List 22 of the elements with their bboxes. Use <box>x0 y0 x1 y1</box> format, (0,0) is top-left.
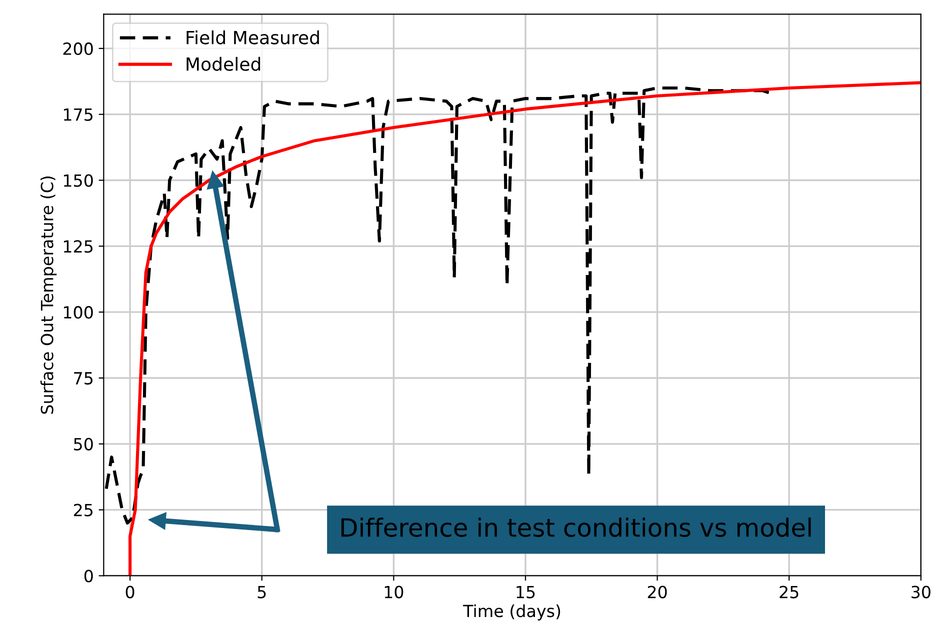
y-tick-label: 200 <box>63 42 93 56</box>
y-tick-label: 50 <box>74 438 93 450</box>
y-tick-label: 125 <box>64 240 92 253</box>
x-tick-label: 20 <box>648 586 667 598</box>
x-tick-label: 30 <box>912 586 930 598</box>
x-axis-title: Time (days) <box>463 604 560 620</box>
x-tick-label: 0 <box>126 586 134 598</box>
y-axis-title: Surface Out Temperature (C) <box>40 176 57 414</box>
line-series <box>128 81 921 576</box>
x-tick-label: 25 <box>780 586 798 598</box>
annotation: Difference in test conditions vs model <box>341 518 811 537</box>
legend-label: Field Measured <box>186 30 319 44</box>
x-tick-label: 5 <box>258 586 266 598</box>
y-tick-label: 100 <box>64 306 93 319</box>
x-tick-label: 10 <box>384 586 404 598</box>
legend-label: Modeled <box>186 56 260 71</box>
y-tick-label: 25 <box>74 504 92 516</box>
y-tick-label: 75 <box>74 372 92 385</box>
y-tick-label: 175 <box>64 108 92 121</box>
y-tick-label: 0 <box>84 570 93 582</box>
x-tick-label: 15 <box>516 586 535 598</box>
y-tick-label: 150 <box>64 174 93 187</box>
